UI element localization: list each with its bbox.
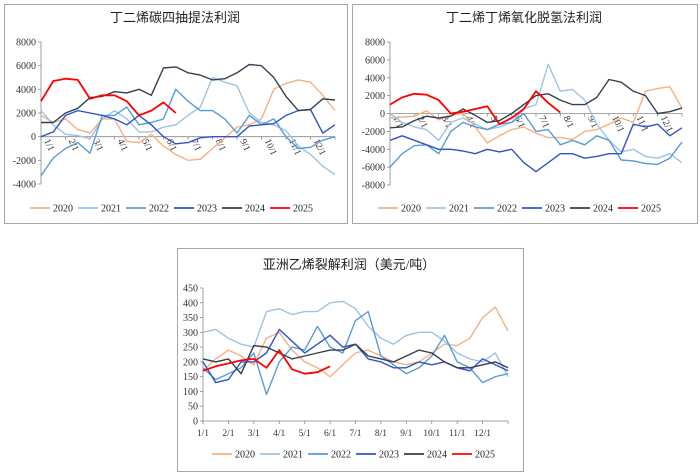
- y-tick-label: 400: [183, 298, 198, 309]
- series-line-2022: [202, 310, 509, 396]
- series-line-2025: [202, 349, 331, 375]
- x-tick-label: 1/1: [197, 429, 209, 439]
- series-line-2025: [389, 90, 561, 126]
- y-tick-label: 8000: [16, 38, 36, 49]
- x-tick-label: 8/1: [375, 429, 387, 439]
- legend-label-2020: 2020: [235, 450, 255, 461]
- legend-label-2024: 2024: [245, 204, 265, 215]
- x-tick-label: 9/1: [237, 138, 251, 153]
- y-tick-label: -8000: [362, 181, 385, 192]
- series-line-2020: [40, 79, 336, 162]
- series-line-2024: [389, 78, 683, 129]
- x-tick-label: 1/1: [41, 138, 55, 153]
- legend-label-2022: 2022: [497, 204, 517, 215]
- y-tick-label: 450: [183, 284, 198, 295]
- series-line-2021: [202, 300, 509, 378]
- x-tick-label: 5/1: [139, 138, 153, 153]
- x-tick-label: 9/1: [585, 115, 599, 130]
- legend-label-2025: 2025: [293, 204, 313, 215]
- chart-panel-oxidative-dehydrogenation: [352, 4, 698, 224]
- y-tick-label: -2000: [362, 127, 385, 138]
- x-tick-label: 2/1: [222, 429, 234, 439]
- y-tick-label: -4000: [13, 180, 36, 191]
- x-tick-label: 8/1: [561, 115, 575, 130]
- y-tick-label: -6000: [362, 163, 385, 174]
- y-tick-label: 6000: [365, 55, 385, 66]
- x-tick-label: 7/1: [536, 115, 550, 130]
- x-tick-label: 5/1: [299, 429, 311, 439]
- legend-label-2020: 2020: [401, 204, 421, 215]
- x-tick-label: 11/1: [449, 429, 466, 439]
- y-tick-label: 2000: [365, 91, 385, 102]
- y-tick-label: 350: [183, 313, 198, 324]
- x-tick-label: 5/1: [488, 115, 502, 130]
- x-tick-label: 6/1: [324, 429, 336, 439]
- y-tick-label: 4000: [16, 85, 36, 96]
- legend-label-2022: 2022: [331, 450, 351, 461]
- series-line-2024: [202, 343, 509, 375]
- y-tick-label: 4000: [365, 73, 385, 84]
- legend-label-2024: 2024: [593, 204, 613, 215]
- x-tick-label: 9/1: [400, 429, 412, 439]
- legend-label-2021: 2021: [101, 204, 121, 215]
- chart-title: 丁二烯碳四抽提法利润: [110, 10, 240, 25]
- x-tick-label: 8/1: [213, 138, 227, 153]
- y-tick-label: 0: [193, 417, 198, 428]
- x-tick-label: 10/1: [423, 429, 440, 439]
- y-tick-label: -2000: [13, 156, 36, 167]
- legend-label-2025: 2025: [641, 204, 661, 215]
- x-tick-label: 12/1: [311, 138, 327, 158]
- y-tick-label: 300: [183, 328, 198, 339]
- y-tick-label: 0: [31, 132, 36, 143]
- series-line-2022: [389, 112, 683, 168]
- x-tick-label: 7/1: [349, 429, 361, 439]
- y-tick-label: 150: [183, 372, 198, 383]
- series-line-2021: [389, 63, 683, 164]
- y-tick-label: 100: [183, 387, 198, 398]
- series-line-2022: [40, 88, 336, 177]
- y-tick-label: 50: [188, 402, 198, 413]
- x-tick-label: 3/1: [248, 429, 260, 439]
- x-tick-label: 12/1: [474, 429, 491, 439]
- y-tick-label: 8000: [365, 38, 385, 49]
- chart-title: 亚洲乙烯裂解利润（美元/吨）: [263, 257, 436, 272]
- series-line-2025: [40, 77, 177, 117]
- x-tick-label: 4/1: [273, 429, 285, 439]
- legend-label-2022: 2022: [149, 204, 169, 215]
- legend-label-2023: 2023: [197, 204, 217, 215]
- series-line-2020: [202, 306, 509, 378]
- x-tick-label: 10/1: [609, 115, 625, 135]
- y-tick-label: 6000: [16, 61, 36, 72]
- series-line-2023: [40, 108, 336, 145]
- legend-label-2023: 2023: [379, 450, 399, 461]
- y-tick-label: 200: [183, 357, 198, 368]
- legend-label-2021: 2021: [449, 204, 469, 215]
- legend-label-2020: 2020: [53, 204, 73, 215]
- series-line-2020: [389, 85, 683, 144]
- y-tick-label: -4000: [362, 145, 385, 156]
- x-tick-label: 2/1: [415, 115, 429, 130]
- x-tick-label: 4/1: [115, 138, 129, 153]
- series-line-2023: [389, 123, 683, 173]
- y-tick-label: 2000: [16, 109, 36, 120]
- series-line-2021: [40, 76, 336, 176]
- legend-label-2025: 2025: [475, 450, 495, 461]
- x-tick-label: 10/1: [262, 138, 278, 158]
- y-tick-label: 250: [183, 343, 198, 354]
- legend-label-2024: 2024: [427, 450, 447, 461]
- chart-title: 丁二烯丁烯氧化脱氢法利润: [446, 10, 602, 25]
- y-tick-label: 0: [380, 109, 385, 120]
- legend-label-2023: 2023: [545, 204, 565, 215]
- legend-label-2021: 2021: [283, 450, 303, 461]
